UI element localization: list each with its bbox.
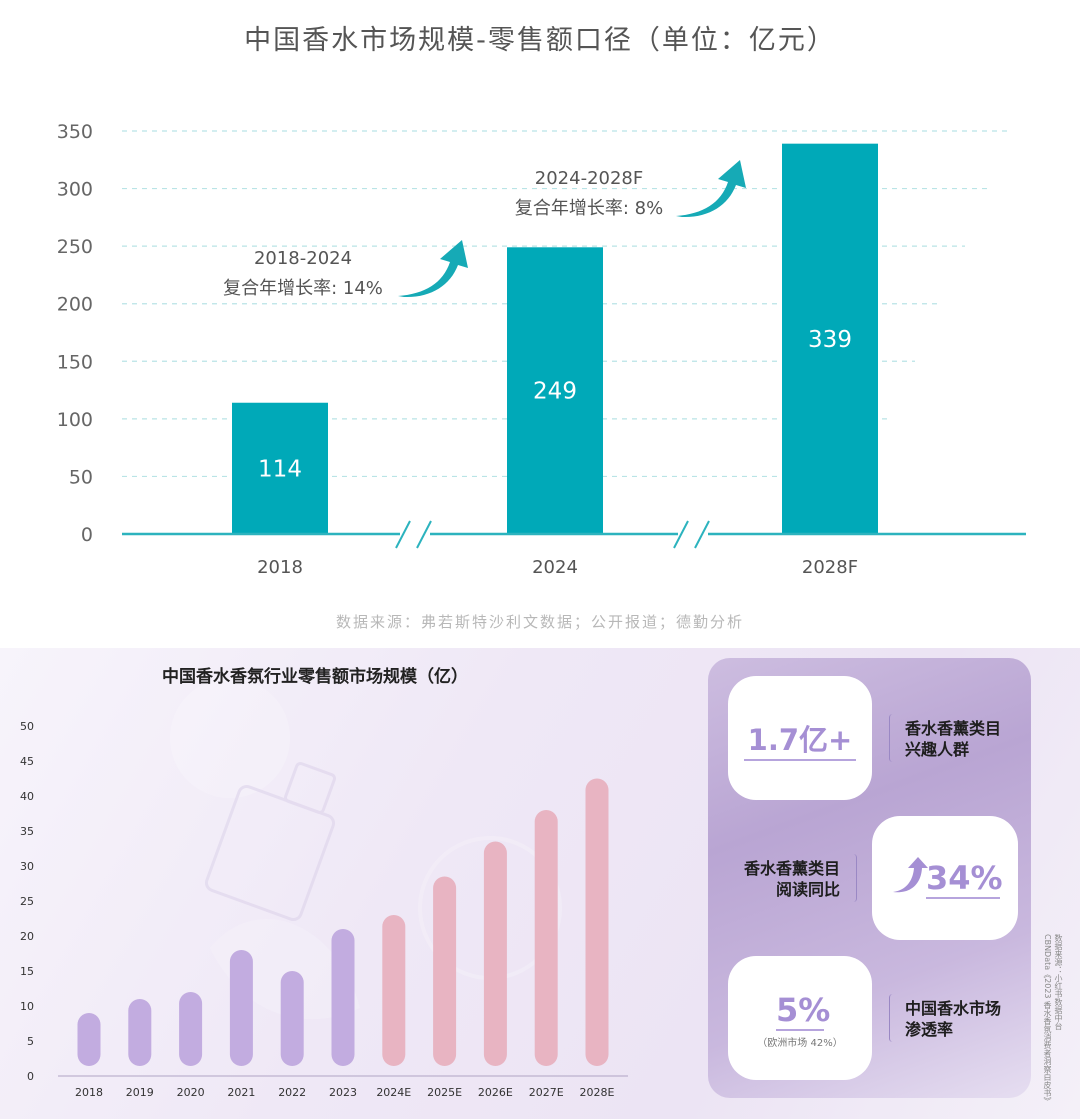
x-tick-label: 2027E — [529, 1086, 564, 1099]
y-tick-label: 10 — [20, 1000, 34, 1013]
bar-2026E — [483, 841, 507, 1066]
y-tick-label: 350 — [57, 121, 93, 143]
stat-brace — [850, 854, 857, 902]
top-chart-y-axis: 0 50 100 150 200 250 300 350 — [57, 121, 93, 546]
stat-label-line: 香水香薰类目 — [905, 719, 1002, 738]
stat-bubble-interest — [728, 676, 872, 800]
stat-value-interest: 1.7亿+ — [744, 726, 856, 761]
bar-2024E — [382, 915, 406, 1066]
bar-2027E — [534, 810, 558, 1066]
annotation-1-rate: 复合年增长率: 14% — [223, 278, 383, 299]
bar-2022 — [280, 971, 304, 1066]
y-tick-label: 45 — [20, 755, 34, 768]
x-tick-label: 2024 — [532, 557, 578, 578]
x-tick-label: 2018 — [75, 1086, 103, 1099]
axis-break-gap-1 — [400, 520, 430, 548]
bar-2024 — [507, 247, 603, 534]
up-arrow-icon — [893, 857, 928, 893]
y-tick-label: 20 — [20, 930, 34, 943]
stat-label-reading: 香水香薰类目 阅读同比 — [720, 858, 840, 900]
bar-value-label: 339 — [808, 327, 852, 353]
stat-label-penetration: 中国香水市场 渗透率 — [905, 998, 1001, 1040]
y-tick-label: 0 — [81, 524, 93, 546]
bar-2018 — [77, 1013, 101, 1066]
y-tick-label: 30 — [20, 860, 34, 873]
y-tick-label: 5 — [27, 1035, 34, 1048]
top-chart-svg: 0 50 100 150 200 250 300 350 114 249 339 2018 2024… — [57, 121, 1026, 578]
y-tick-label: 250 — [57, 236, 93, 258]
top-chart-x-axis: 2018 2024 2028F — [257, 557, 858, 578]
growth-arrow-icon — [398, 240, 468, 298]
stat-label-line: 渗透率 — [905, 1020, 954, 1039]
y-tick-label: 25 — [20, 895, 34, 908]
bottom-chart-title: 中国香水香氛行业零售额市场规模（亿） — [162, 667, 468, 687]
bottom-chart-y-axis: 0 5 10 15 20 25 30 35 40 45 50 — [20, 720, 34, 1083]
stat-label-interest: 香水香薰类目 兴趣人群 — [905, 718, 1001, 760]
y-tick-label: 15 — [20, 965, 34, 978]
y-tick-label: 300 — [57, 179, 93, 201]
bar-2028F — [782, 143, 878, 534]
y-tick-label: 50 — [20, 720, 34, 733]
top-chart-source: 数据来源：弗若斯特沙利文数据；公开报道；德勤分析 — [335, 613, 744, 631]
bar-2021 — [229, 950, 253, 1066]
bar-2020 — [179, 992, 203, 1066]
bar-2025E — [433, 876, 457, 1066]
y-tick-label: 100 — [57, 409, 93, 431]
bottom-chart-bars — [77, 778, 609, 1066]
x-tick-label: 2028E — [580, 1086, 615, 1099]
top-chart-bars: 114 249 339 — [232, 143, 878, 534]
x-tick-label: 2020 — [177, 1086, 205, 1099]
top-chart-title: 中国香水市场规模-零售额口径（单位：亿元） — [244, 25, 836, 56]
axis-break-mark — [416, 520, 432, 549]
y-tick-label: 150 — [57, 351, 93, 373]
stat-value-reading: 34% — [926, 859, 1003, 899]
growth-arrow-icon — [676, 160, 746, 218]
side-data-source: 数据来源：小红书数据中台 CBNData《2023 香水香氛消费者洞察白皮书》 — [1040, 934, 1064, 1106]
bar-value-label: 114 — [258, 456, 302, 482]
top-chart-panel: 中国香水市场规模-零售额口径（单位：亿元） 0 50 100 150 200 250 300… — [56, 25, 1026, 631]
x-tick-label: 2019 — [126, 1086, 154, 1099]
annotation-1-range: 2018-2024 — [254, 248, 352, 269]
bar-2018 — [232, 402, 328, 534]
x-tick-label: 2026E — [478, 1086, 513, 1099]
bottom-chart-svg: 0 5 10 15 20 25 30 35 40 45 50 2018 2019 2020 2021 202… — [20, 720, 628, 1099]
stat-label-line: 阅读同比 — [775, 880, 840, 899]
bottom-chart-x-axis: 2018 2019 2020 2021 2022 2023 2024E 2025E 2026E 2… — [75, 1086, 615, 1099]
y-tick-label: 35 — [20, 825, 34, 838]
bottom-panel: 中国香水香氛行业零售额市场规模（亿） 0 5 10 15 20 25 30 35 40 45 50 … — [0, 648, 1080, 1119]
x-tick-label: 2018 — [257, 557, 303, 578]
y-tick-label: 0 — [27, 1070, 34, 1083]
y-tick-label: 40 — [20, 790, 34, 803]
axis-break-mark — [673, 520, 689, 549]
x-tick-label: 2022 — [278, 1086, 306, 1099]
side-source-line: 数据来源：小红书数据中台 — [1054, 934, 1063, 1030]
stat-note-penetration: （欧洲市场 42%） — [757, 1038, 843, 1049]
bar-2019 — [128, 999, 152, 1066]
x-tick-label: 2021 — [227, 1086, 255, 1099]
stat-label-line: 兴趣人群 — [905, 740, 970, 759]
stat-value-penetration: 5% — [776, 991, 831, 1031]
annotation-2-range: 2024-2028F — [535, 168, 643, 189]
stat-bubble-reading — [872, 816, 1018, 940]
stat-brace — [889, 994, 896, 1042]
bar-2023 — [331, 929, 355, 1066]
axis-break-mark — [694, 520, 710, 549]
stat-bubble-penetration — [728, 956, 872, 1080]
x-tick-label: 2024E — [376, 1086, 411, 1099]
side-source-line: CBNData《2023 香水香氛消费者洞察白皮书》 — [1043, 934, 1052, 1106]
y-tick-label: 50 — [69, 466, 93, 488]
annotation-2-rate: 复合年增长率: 8% — [515, 198, 663, 219]
stat-brace — [889, 714, 896, 762]
axis-break-gap-2 — [678, 520, 708, 548]
x-tick-label: 2025E — [427, 1086, 462, 1099]
stat-label-line: 香水香薰类目 — [743, 859, 840, 878]
bar-2028E — [585, 778, 609, 1066]
x-tick-label: 2028F — [802, 557, 858, 578]
y-tick-label: 200 — [57, 294, 93, 316]
axis-break-mark — [395, 520, 411, 549]
bar-value-label: 249 — [533, 379, 577, 405]
stat-label-line: 中国香水市场 — [905, 999, 1002, 1018]
x-tick-label: 2023 — [329, 1086, 357, 1099]
